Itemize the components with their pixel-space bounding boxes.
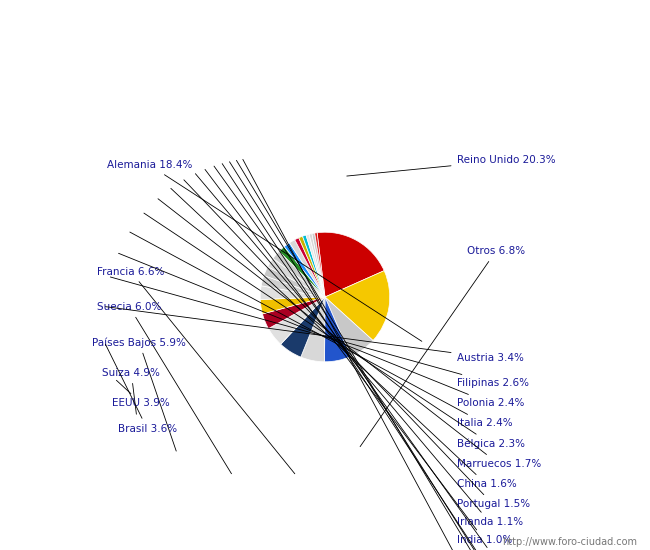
Text: Marruecos 1.7%: Marruecos 1.7% xyxy=(158,199,541,469)
Text: EEUU 3.9%: EEUU 3.9% xyxy=(112,380,170,408)
Text: Vejer de la Frontera - Turistas extranjeros según país - Abril de 2024: Vejer de la Frontera - Turistas extranje… xyxy=(89,15,561,30)
Wedge shape xyxy=(302,235,325,297)
Text: Turquía 0.6%: Turquía 0.6% xyxy=(243,160,525,550)
Text: China 1.6%: China 1.6% xyxy=(171,188,516,489)
Text: Portugal 1.5%: Portugal 1.5% xyxy=(184,180,530,509)
Text: Suecia 6.0%: Suecia 6.0% xyxy=(98,302,231,474)
Text: http://www.foro-ciudad.com: http://www.foro-ciudad.com xyxy=(502,537,637,547)
Text: Polonia 2.4%: Polonia 2.4% xyxy=(118,254,524,408)
Wedge shape xyxy=(309,234,325,297)
Wedge shape xyxy=(264,267,325,297)
Text: Alemania 18.4%: Alemania 18.4% xyxy=(107,161,422,342)
Wedge shape xyxy=(315,233,325,297)
Wedge shape xyxy=(317,232,384,297)
Text: Irlanda 1.1%: Irlanda 1.1% xyxy=(196,174,523,527)
Text: Suiza 4.9%: Suiza 4.9% xyxy=(102,368,161,414)
Wedge shape xyxy=(325,271,390,340)
Text: Austria 3.4%: Austria 3.4% xyxy=(105,307,523,362)
Wedge shape xyxy=(281,297,325,357)
Wedge shape xyxy=(273,251,325,297)
Wedge shape xyxy=(325,297,373,356)
Wedge shape xyxy=(306,234,325,297)
Wedge shape xyxy=(268,258,325,297)
Text: Reino Unido 20.3%: Reino Unido 20.3% xyxy=(347,156,555,176)
Wedge shape xyxy=(279,246,325,297)
Wedge shape xyxy=(268,297,325,344)
Wedge shape xyxy=(284,243,325,297)
Text: India 1.0%: India 1.0% xyxy=(205,169,512,545)
Wedge shape xyxy=(324,297,351,362)
Wedge shape xyxy=(312,233,325,297)
Text: Otros 6.8%: Otros 6.8% xyxy=(360,246,525,447)
Wedge shape xyxy=(260,286,325,300)
Wedge shape xyxy=(299,236,325,297)
Wedge shape xyxy=(294,238,325,297)
Wedge shape xyxy=(301,297,325,362)
Text: Países Bajos 5.9%: Países Bajos 5.9% xyxy=(92,337,186,451)
Text: Brasil 3.6%: Brasil 3.6% xyxy=(105,344,177,433)
Text: Italia 2.4%: Italia 2.4% xyxy=(130,232,512,428)
Wedge shape xyxy=(289,240,325,297)
Text: Tailandia 0.9%: Tailandia 0.9% xyxy=(214,166,532,550)
Wedge shape xyxy=(263,297,325,328)
Text: Luxemburgo 0.7%: Luxemburgo 0.7% xyxy=(237,161,551,550)
Text: Islandia 0.8%: Islandia 0.8% xyxy=(222,164,526,550)
Text: Bélgica 2.3%: Bélgica 2.3% xyxy=(144,213,525,449)
Text: Francia 6.6%: Francia 6.6% xyxy=(98,267,295,474)
Wedge shape xyxy=(260,297,325,314)
Wedge shape xyxy=(261,276,325,297)
Text: Dinamarca 0.7%: Dinamarca 0.7% xyxy=(229,162,543,550)
Text: Filipinas 2.6%: Filipinas 2.6% xyxy=(111,277,528,388)
